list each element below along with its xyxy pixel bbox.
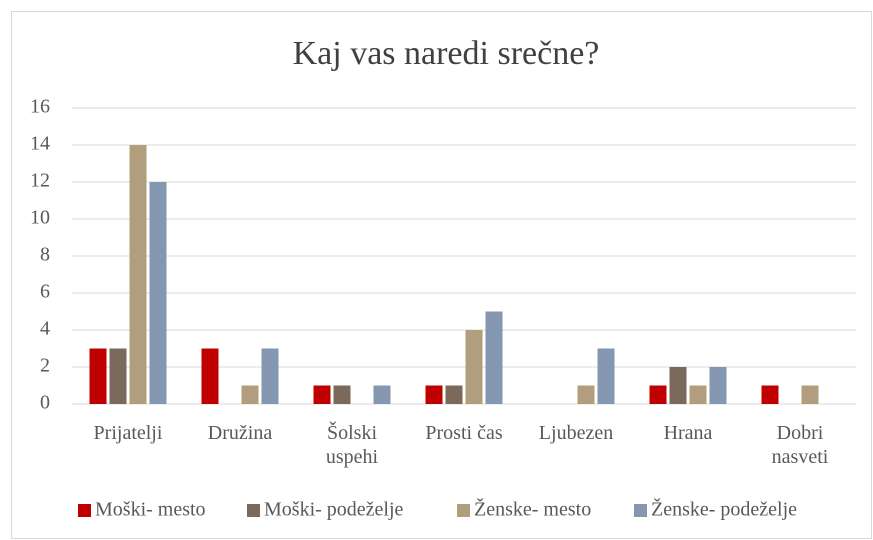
bar: [801, 385, 819, 404]
chart-title: Kaj vas naredi srečne?: [293, 35, 600, 72]
bar: [649, 385, 667, 404]
x-tick-label: Dobri nasveti: [771, 422, 829, 468]
bar: [149, 182, 167, 404]
x-tick-label: Prosti čas: [425, 422, 503, 444]
bar: [689, 385, 707, 404]
y-tick-label: 0: [40, 392, 50, 414]
bar: [109, 348, 127, 404]
bar: [129, 145, 147, 404]
bar: [445, 385, 463, 404]
y-tick-label: 10: [30, 207, 50, 229]
bar: [425, 385, 443, 404]
bar: [373, 385, 391, 404]
x-tick-label: Prijatelji: [93, 422, 163, 444]
legend-swatch: [78, 504, 91, 517]
bar: [313, 385, 331, 404]
bar: [709, 367, 727, 404]
bar: [89, 348, 107, 404]
bar: [577, 385, 595, 404]
bar: [465, 330, 483, 404]
bar: [201, 348, 219, 404]
legend-swatch: [634, 504, 647, 517]
bar: [669, 367, 687, 404]
bar: [333, 385, 351, 404]
y-tick-label: 14: [30, 133, 50, 155]
bar: [241, 385, 259, 404]
legend-swatch: [457, 504, 470, 517]
y-tick-label: 16: [30, 96, 50, 118]
legend-label: Moški- podeželje: [264, 499, 404, 521]
y-tick-label: 6: [40, 281, 50, 303]
x-tick-label: Družina: [207, 422, 273, 444]
legend-label: Ženske- mesto: [474, 498, 591, 521]
bar: [597, 348, 615, 404]
bar: [261, 348, 279, 404]
legend-label: Ženske- podeželje: [651, 498, 797, 521]
x-tick-label: Ljubezen: [538, 422, 614, 444]
y-tick-label: 4: [40, 318, 50, 340]
bar: [761, 385, 779, 404]
y-tick-label: 8: [40, 244, 50, 266]
x-tick-label: Šolski uspehi: [325, 422, 379, 468]
legend-label: Moški- mesto: [95, 499, 206, 521]
bar: [485, 311, 503, 404]
legend-swatch: [247, 504, 260, 517]
y-tick-label: 2: [40, 355, 50, 377]
x-tick-label: Hrana: [663, 422, 713, 444]
y-tick-label: 12: [30, 170, 50, 192]
